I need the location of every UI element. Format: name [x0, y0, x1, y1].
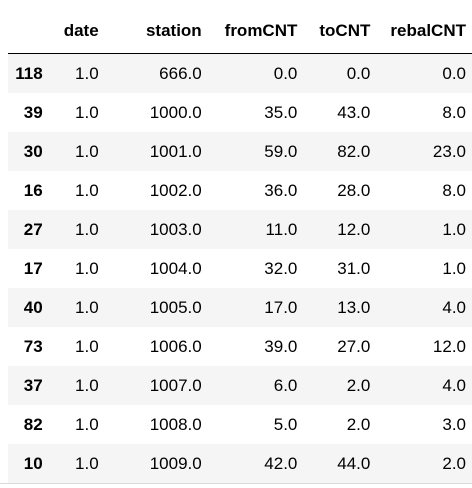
cell-tocnt: 43.0 — [337, 102, 371, 122]
cell-fromcnt: 0.0 — [273, 63, 298, 83]
cell-date: 1.0 — [75, 102, 99, 122]
table-row: 118 1.0 666.0 0.0 0.0 0.0 — [8, 53, 472, 93]
dataframe-table: date station fromCNT toCNT rebalCNT 118 … — [8, 8, 472, 483]
cell-rebalcnt: 1.0 — [442, 258, 466, 278]
row-index: 73 — [23, 336, 43, 356]
cell-station: 1008.0 — [149, 414, 202, 434]
dataframe-output: date station fromCNT toCNT rebalCNT 118 … — [8, 8, 472, 483]
bottom-divider — [0, 483, 472, 484]
cell-date: 1.0 — [75, 297, 99, 317]
cell-date: 1.0 — [75, 375, 99, 395]
cell-station: 1004.0 — [149, 258, 202, 278]
cell-station: 1007.0 — [149, 375, 202, 395]
table-row: 40 1.0 1005.0 17.0 13.0 4.0 — [8, 288, 472, 327]
index-header — [8, 8, 51, 54]
cell-date: 1.0 — [75, 453, 99, 473]
cell-tocnt: 2.0 — [346, 414, 371, 434]
cell-fromcnt: 32.0 — [264, 258, 298, 278]
table-row: 16 1.0 1002.0 36.0 28.0 8.0 — [8, 171, 472, 210]
cell-date: 1.0 — [75, 141, 99, 161]
table-row: 82 1.0 1008.0 5.0 2.0 3.0 — [8, 405, 472, 444]
cell-station: 1006.0 — [149, 336, 202, 356]
cell-station: 1002.0 — [149, 180, 202, 200]
cell-tocnt: 12.0 — [337, 219, 371, 239]
cell-station: 1009.0 — [149, 453, 202, 473]
table-row: 17 1.0 1004.0 32.0 31.0 1.0 — [8, 249, 472, 288]
cell-rebalcnt: 1.0 — [442, 219, 466, 239]
cell-date: 1.0 — [75, 219, 99, 239]
cell-fromcnt: 59.0 — [264, 141, 298, 161]
cell-fromcnt: 35.0 — [264, 102, 298, 122]
table-row: 10 1.0 1009.0 42.0 44.0 2.0 — [8, 444, 472, 483]
cell-tocnt: 44.0 — [337, 453, 371, 473]
cell-rebalcnt: 4.0 — [442, 297, 466, 317]
cell-rebalcnt: 3.0 — [442, 414, 466, 434]
cell-station: 1001.0 — [149, 141, 202, 161]
cell-date: 1.0 — [75, 414, 99, 434]
row-index: 27 — [23, 219, 43, 239]
table-row: 73 1.0 1006.0 39.0 27.0 12.0 — [8, 327, 472, 366]
cell-rebalcnt: 8.0 — [442, 102, 466, 122]
column-header-fromcnt: fromCNT — [207, 8, 304, 54]
table-row: 37 1.0 1007.0 6.0 2.0 4.0 — [8, 366, 472, 405]
row-index: 82 — [23, 414, 43, 434]
row-index: 10 — [23, 453, 43, 473]
cell-station: 1003.0 — [149, 219, 202, 239]
row-index: 30 — [23, 141, 43, 161]
row-index: 17 — [23, 258, 43, 278]
cell-rebalcnt: 23.0 — [432, 141, 466, 161]
table-row: 30 1.0 1001.0 59.0 82.0 23.0 — [8, 132, 472, 171]
row-index: 16 — [23, 180, 43, 200]
row-index: 37 — [23, 375, 43, 395]
cell-tocnt: 27.0 — [337, 336, 371, 356]
cell-fromcnt: 42.0 — [264, 453, 298, 473]
cell-tocnt: 82.0 — [337, 141, 371, 161]
cell-tocnt: 2.0 — [346, 375, 371, 395]
cell-fromcnt: 11.0 — [265, 219, 298, 239]
cell-rebalcnt: 0.0 — [442, 63, 466, 83]
table-row: 39 1.0 1000.0 35.0 43.0 8.0 — [8, 93, 472, 132]
cell-tocnt: 31.0 — [337, 258, 371, 278]
cell-date: 1.0 — [75, 180, 99, 200]
cell-rebalcnt: 8.0 — [442, 180, 466, 200]
column-header-tocnt: toCNT — [303, 8, 377, 54]
column-header-date: date — [50, 8, 105, 54]
cell-rebalcnt: 4.0 — [442, 375, 466, 395]
cell-station: 666.0 — [159, 63, 202, 83]
row-index: 40 — [23, 297, 43, 317]
table-body: 118 1.0 666.0 0.0 0.0 0.0 39 1.0 1000.0 … — [8, 53, 472, 483]
cell-date: 1.0 — [75, 258, 99, 278]
column-header-station: station — [104, 8, 208, 54]
column-header-rebalcnt: rebalCNT — [376, 8, 472, 54]
cell-station: 1000.0 — [149, 102, 202, 122]
cell-tocnt: 0.0 — [346, 63, 371, 83]
header-row: date station fromCNT toCNT rebalCNT — [8, 8, 472, 54]
row-index: 39 — [23, 102, 43, 122]
cell-fromcnt: 39.0 — [264, 336, 298, 356]
cell-station: 1005.0 — [149, 297, 202, 317]
cell-date: 1.0 — [75, 63, 99, 83]
cell-fromcnt: 6.0 — [273, 375, 298, 395]
cell-fromcnt: 5.0 — [273, 414, 298, 434]
table-header: date station fromCNT toCNT rebalCNT — [8, 8, 472, 54]
cell-fromcnt: 36.0 — [264, 180, 298, 200]
cell-tocnt: 28.0 — [337, 180, 371, 200]
cell-tocnt: 13.0 — [337, 297, 371, 317]
row-index: 118 — [15, 63, 43, 83]
cell-rebalcnt: 2.0 — [442, 453, 466, 473]
cell-fromcnt: 17.0 — [264, 297, 298, 317]
cell-date: 1.0 — [75, 336, 99, 356]
cell-rebalcnt: 12.0 — [432, 336, 466, 356]
table-row: 27 1.0 1003.0 11.0 12.0 1.0 — [8, 210, 472, 249]
